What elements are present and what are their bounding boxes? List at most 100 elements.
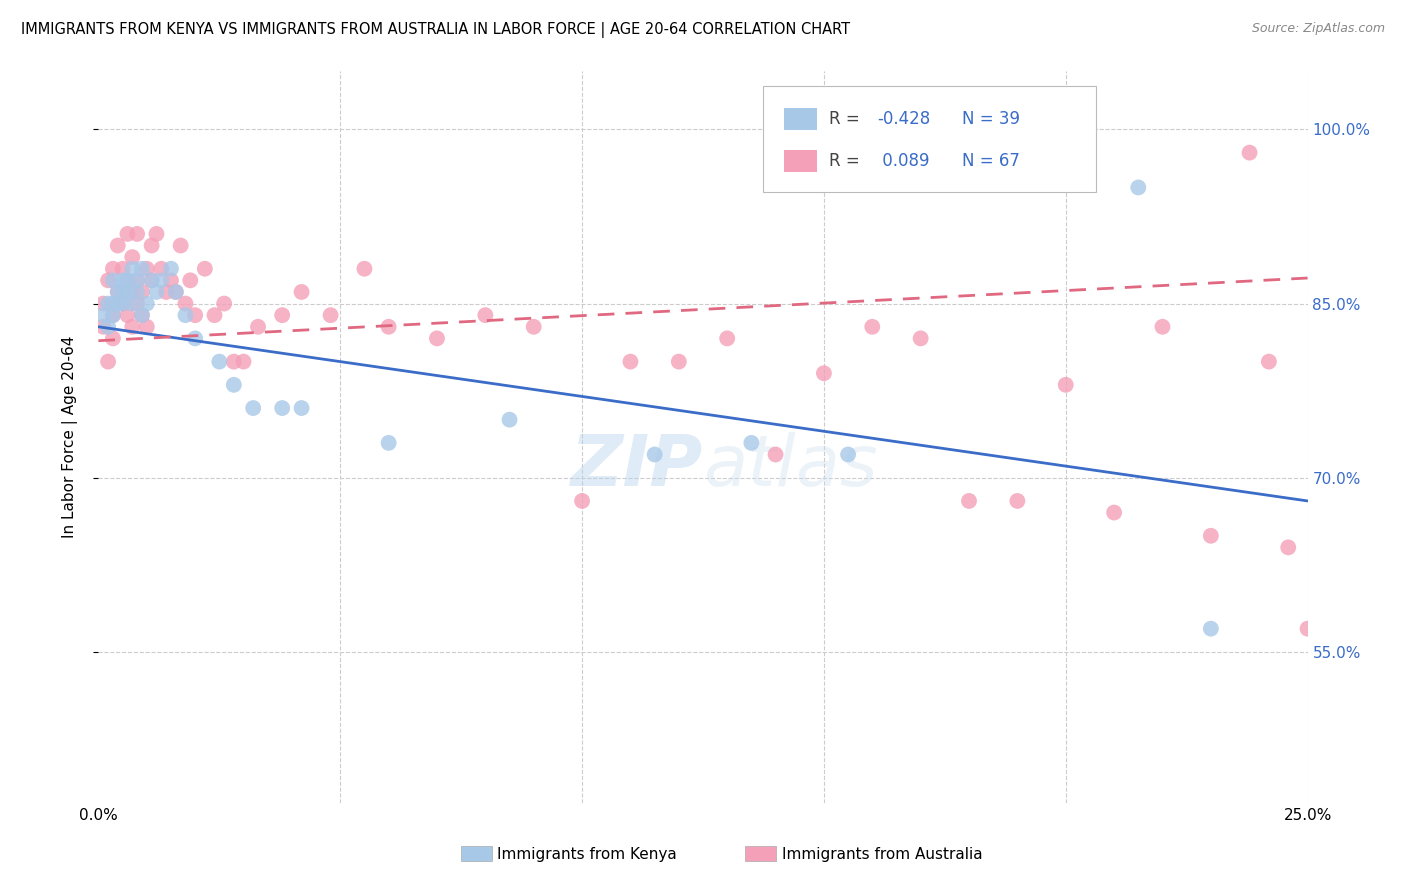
Point <box>135 296 157 310</box>
Point <box>860 319 883 334</box>
Text: R =: R = <box>828 152 865 169</box>
Point <box>135 319 157 334</box>
Point <box>377 436 399 450</box>
Point <box>111 285 134 299</box>
Point <box>474 308 496 322</box>
Point <box>97 319 120 334</box>
Point <box>131 308 153 322</box>
Point <box>290 401 312 415</box>
Point <box>117 273 139 287</box>
Text: -0.428: -0.428 <box>877 111 931 128</box>
Point <box>121 296 143 310</box>
Point <box>242 401 264 415</box>
Point <box>141 238 163 252</box>
Point <box>117 273 139 287</box>
Text: Immigrants from Kenya: Immigrants from Kenya <box>498 847 678 862</box>
Point <box>111 296 134 310</box>
Point <box>212 296 235 310</box>
Point <box>165 285 187 299</box>
Point <box>150 261 173 276</box>
Point <box>160 273 183 287</box>
Point <box>222 377 245 392</box>
Point <box>194 261 217 276</box>
Point <box>668 354 690 368</box>
Text: Immigrants from Australia: Immigrants from Australia <box>782 847 983 862</box>
Point <box>319 308 342 322</box>
Point <box>117 227 139 241</box>
Point <box>208 354 231 368</box>
Point <box>107 238 129 252</box>
FancyBboxPatch shape <box>785 108 817 130</box>
Point <box>97 354 120 368</box>
Point <box>101 273 124 287</box>
Point <box>135 261 157 276</box>
Point <box>232 354 254 368</box>
Point <box>145 285 167 299</box>
Text: atlas: atlas <box>703 432 877 500</box>
Point <box>131 261 153 276</box>
Point <box>1199 622 1222 636</box>
Point <box>910 331 932 345</box>
Point <box>121 250 143 264</box>
Point <box>184 331 207 345</box>
Point <box>107 296 129 310</box>
Point <box>222 354 245 368</box>
Text: N = 39: N = 39 <box>962 111 1019 128</box>
FancyBboxPatch shape <box>461 847 492 861</box>
Point <box>426 331 449 345</box>
Point <box>1007 494 1029 508</box>
FancyBboxPatch shape <box>745 847 776 861</box>
Point <box>740 436 762 450</box>
Point <box>150 273 173 287</box>
Point <box>121 285 143 299</box>
Point <box>127 296 149 310</box>
Point <box>141 273 163 287</box>
Point <box>91 319 114 334</box>
Point <box>111 296 134 310</box>
Point <box>107 285 129 299</box>
Point <box>101 308 124 322</box>
Point <box>111 261 134 276</box>
Text: 0.089: 0.089 <box>877 152 929 169</box>
Point <box>377 319 399 334</box>
Text: N = 67: N = 67 <box>962 152 1019 169</box>
Point <box>127 273 149 287</box>
Point <box>101 296 124 310</box>
Point <box>1128 180 1150 194</box>
Point <box>184 308 207 322</box>
Text: IMMIGRANTS FROM KENYA VS IMMIGRANTS FROM AUSTRALIA IN LABOR FORCE | AGE 20-64 CO: IMMIGRANTS FROM KENYA VS IMMIGRANTS FROM… <box>21 22 851 38</box>
Point <box>127 273 149 287</box>
Point <box>716 331 738 345</box>
Point <box>290 285 312 299</box>
Point <box>247 319 270 334</box>
FancyBboxPatch shape <box>785 150 817 172</box>
Point <box>644 448 666 462</box>
Point <box>179 273 201 287</box>
Point <box>121 319 143 334</box>
Point <box>127 285 149 299</box>
Point <box>160 261 183 276</box>
Point <box>155 285 177 299</box>
Point <box>97 273 120 287</box>
Point <box>204 308 226 322</box>
Point <box>571 494 593 508</box>
Point <box>765 448 787 462</box>
Point <box>1054 377 1077 392</box>
Point <box>131 285 153 299</box>
Point <box>174 296 197 310</box>
Point <box>111 273 134 287</box>
Point <box>117 308 139 322</box>
Point <box>1257 354 1279 368</box>
Point <box>127 227 149 241</box>
Point <box>131 308 153 322</box>
Point <box>619 354 641 368</box>
Point <box>121 261 143 276</box>
FancyBboxPatch shape <box>763 86 1097 192</box>
Point <box>91 308 114 322</box>
Point <box>101 308 124 322</box>
Point <box>1296 622 1319 636</box>
Point <box>145 227 167 241</box>
Point <box>97 296 120 310</box>
Point <box>101 331 124 345</box>
Point <box>813 366 835 380</box>
